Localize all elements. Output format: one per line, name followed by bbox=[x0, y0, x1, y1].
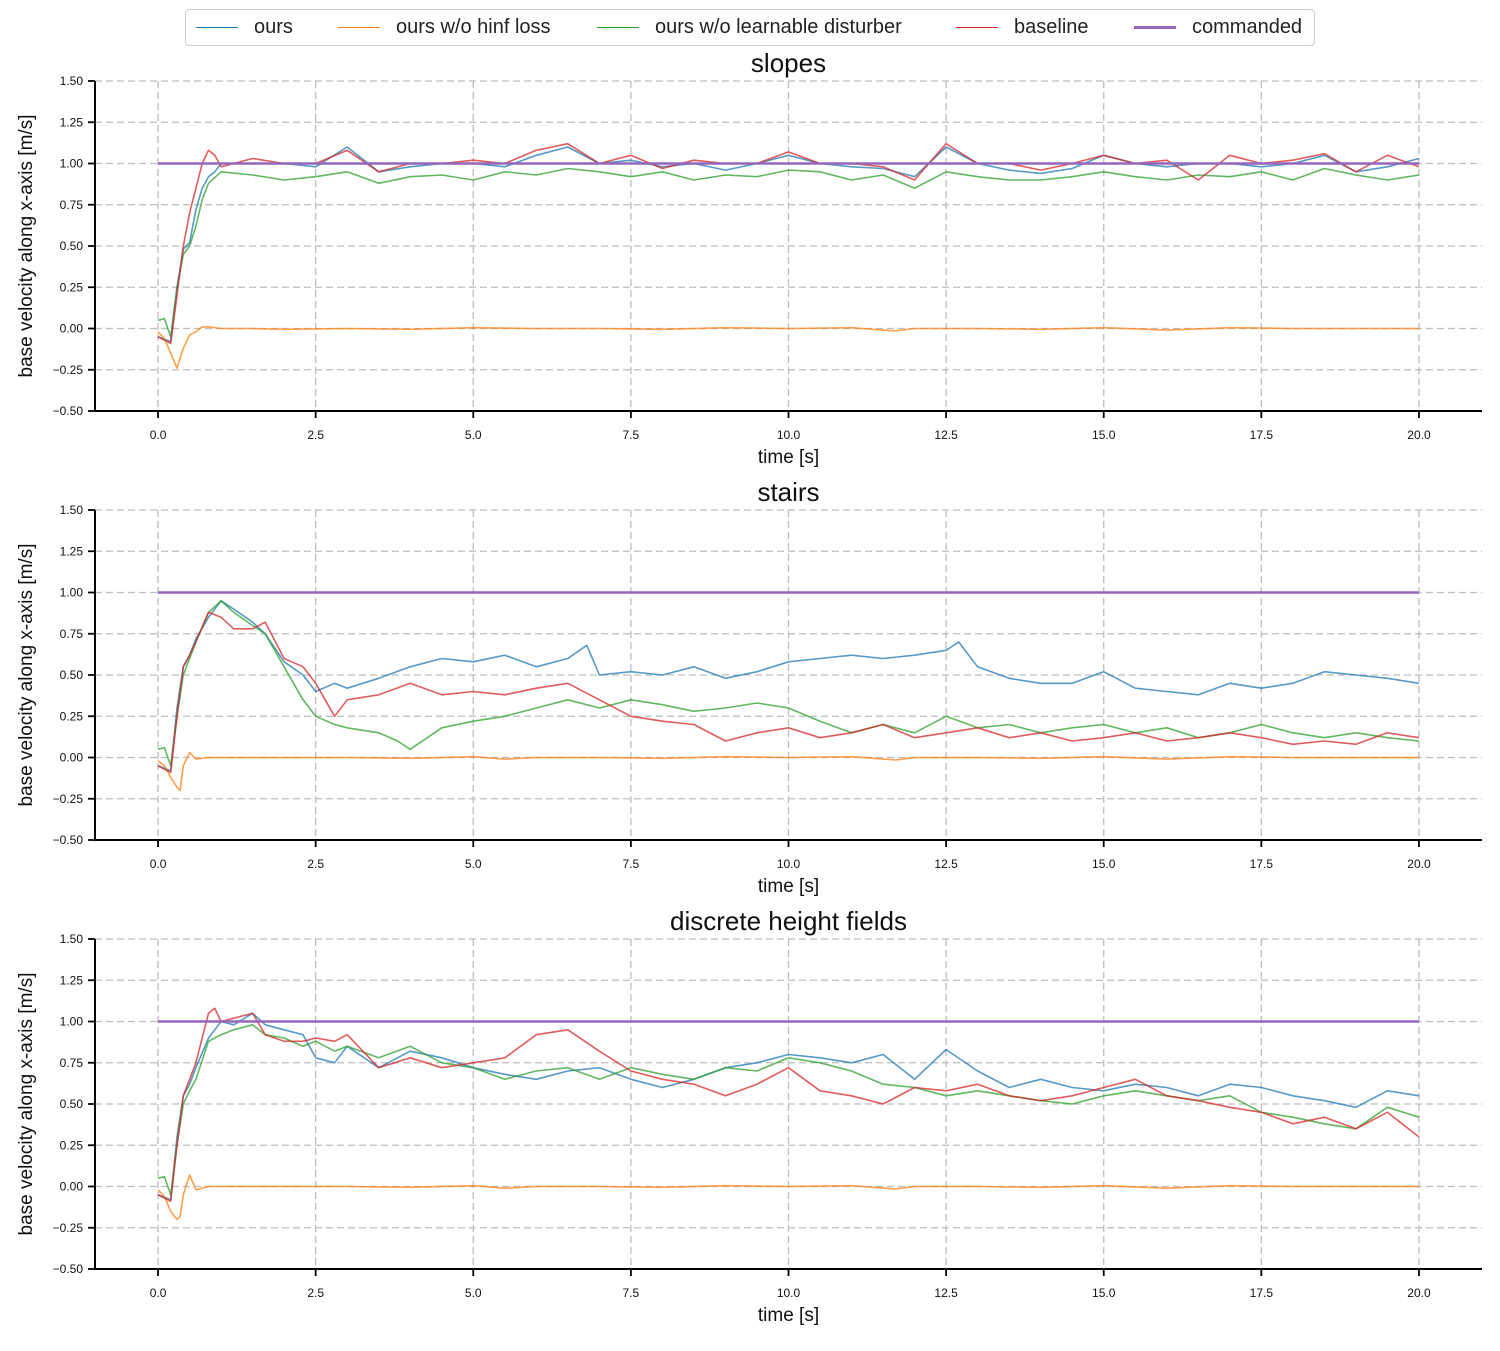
legend-label-hinf: ours w/o hinf loss bbox=[396, 16, 551, 38]
chart-discrete-height-fields: 1.50 1.25 1.00 0.75 0.50 0.25 0.00 −0.25 −0.50 0.… bbox=[16, 906, 1482, 1326]
y-tick-label: −0.50 bbox=[53, 1262, 84, 1276]
legend-label-disturber: ours w/o learnable disturber bbox=[655, 16, 902, 38]
legend-label-baseline: baseline bbox=[1014, 16, 1089, 38]
y-tick-label: 1.25 bbox=[60, 973, 84, 987]
y-tick-label: −0.50 bbox=[53, 404, 84, 418]
series-line-ours bbox=[157, 1012, 1420, 1201]
y-tick-label: 0.00 bbox=[60, 322, 84, 336]
x-tick-label: 2.5 bbox=[307, 857, 324, 871]
x-tick-label: 20.0 bbox=[1407, 428, 1431, 442]
x-tick-label: 2.5 bbox=[307, 1286, 324, 1300]
y-tick-label: 1.00 bbox=[60, 1015, 84, 1029]
legend-entry-disturber: ours w/o learnable disturber bbox=[597, 10, 902, 45]
y-axis-label: base velocity along x-axis [m/s] bbox=[16, 115, 37, 378]
y-axis-label: base velocity along x-axis [m/s] bbox=[16, 544, 37, 807]
x-axis-label: time [s] bbox=[758, 876, 819, 897]
y-tick-label: −0.50 bbox=[53, 833, 84, 847]
chart-title: slopes bbox=[751, 48, 826, 78]
y-axis-label: base velocity along x-axis [m/s] bbox=[16, 973, 37, 1236]
y-tick-label: 0.75 bbox=[60, 627, 84, 641]
legend-swatch-baseline bbox=[956, 27, 998, 28]
legend-swatch-disturber bbox=[597, 27, 639, 28]
legend-entry-hinf: ours w/o hinf loss bbox=[338, 10, 551, 45]
series-line-disturber bbox=[157, 599, 1420, 767]
legend-swatch-commanded bbox=[1134, 26, 1176, 29]
y-tick-label: 1.00 bbox=[60, 157, 84, 171]
y-tick-label: −0.25 bbox=[53, 1221, 84, 1235]
x-tick-label: 10.0 bbox=[777, 428, 801, 442]
x-tick-label: 20.0 bbox=[1407, 1286, 1431, 1300]
series-line-hinf bbox=[157, 326, 1419, 369]
series-line-baseline bbox=[157, 611, 1420, 774]
y-tick-label: 0.25 bbox=[60, 709, 84, 723]
y-tick-label: 1.25 bbox=[60, 115, 84, 129]
chart-title: discrete height fields bbox=[670, 906, 907, 936]
chart-slopes: 1.50 1.25 1.00 0.75 0.50 0.25 0.00 −0.25 −0.50 0.… bbox=[16, 48, 1482, 468]
x-tick-label: 12.5 bbox=[934, 1286, 958, 1300]
x-tick-label: 15.0 bbox=[1092, 428, 1116, 442]
y-tick-label: 1.50 bbox=[60, 932, 84, 946]
y-tick-label: 0.00 bbox=[60, 1180, 84, 1194]
series-line-disturber bbox=[157, 1024, 1420, 1196]
y-tick-label: −0.25 bbox=[53, 792, 84, 806]
y-tick-label: 0.25 bbox=[60, 1138, 84, 1152]
x-tick-label: 2.5 bbox=[307, 428, 324, 442]
x-axis-label: time [s] bbox=[758, 447, 819, 468]
legend-entry-baseline: baseline bbox=[956, 10, 1089, 45]
series-line-hinf bbox=[157, 751, 1419, 792]
x-tick-label: 17.5 bbox=[1250, 857, 1274, 871]
y-tick-label: −0.25 bbox=[53, 363, 84, 377]
chart-title: stairs bbox=[757, 477, 819, 507]
x-tick-label: 10.0 bbox=[777, 1286, 801, 1300]
x-tick-label: 0.0 bbox=[150, 1286, 167, 1300]
y-tick-label: 1.00 bbox=[60, 586, 84, 600]
x-tick-label: 0.0 bbox=[150, 428, 167, 442]
y-tick-label: 0.50 bbox=[60, 1097, 84, 1111]
chart-stairs: 1.50 1.25 1.00 0.75 0.50 0.25 0.00 −0.25 −0.50 0.… bbox=[16, 477, 1482, 897]
y-tick-label: 0.75 bbox=[60, 198, 84, 212]
series-line-hinf bbox=[157, 1174, 1419, 1221]
y-tick-label: 0.50 bbox=[60, 668, 84, 682]
y-tick-label: 1.50 bbox=[60, 503, 84, 517]
legend-swatch-hinf bbox=[338, 27, 380, 28]
y-tick-label: 0.50 bbox=[60, 239, 84, 253]
x-tick-label: 7.5 bbox=[623, 857, 640, 871]
x-tick-label: 15.0 bbox=[1092, 1286, 1116, 1300]
x-tick-label: 20.0 bbox=[1407, 857, 1431, 871]
x-tick-label: 7.5 bbox=[623, 1286, 640, 1300]
x-tick-label: 0.0 bbox=[150, 857, 167, 871]
x-tick-label: 10.0 bbox=[777, 857, 801, 871]
legend-entry-commanded: commanded bbox=[1134, 10, 1302, 45]
x-tick-label: 17.5 bbox=[1250, 1286, 1274, 1300]
y-tick-label: 0.75 bbox=[60, 1056, 84, 1070]
legend-swatch-ours bbox=[196, 27, 238, 28]
x-tick-label: 12.5 bbox=[934, 428, 958, 442]
y-tick-label: 0.25 bbox=[60, 280, 84, 294]
legend-label-commanded: commanded bbox=[1192, 16, 1303, 38]
x-tick-label: 12.5 bbox=[934, 857, 958, 871]
series-line-disturber bbox=[157, 167, 1420, 338]
x-tick-label: 15.0 bbox=[1092, 857, 1116, 871]
x-tick-label: 5.0 bbox=[465, 857, 482, 871]
legend: ours ours w/o hinf loss ours w/o learnab… bbox=[185, 9, 1315, 46]
series-line-ours bbox=[157, 599, 1420, 772]
x-axis-label: time [s] bbox=[758, 1305, 819, 1326]
x-tick-label: 5.0 bbox=[465, 1286, 482, 1300]
y-tick-label: 1.25 bbox=[60, 544, 84, 558]
x-tick-label: 17.5 bbox=[1250, 428, 1274, 442]
y-tick-label: 1.50 bbox=[60, 74, 84, 88]
legend-entry-ours: ours bbox=[196, 10, 293, 45]
y-tick-label: 0.00 bbox=[60, 751, 84, 765]
legend-label-ours: ours bbox=[254, 16, 293, 38]
x-tick-label: 7.5 bbox=[623, 428, 640, 442]
x-tick-label: 5.0 bbox=[465, 428, 482, 442]
